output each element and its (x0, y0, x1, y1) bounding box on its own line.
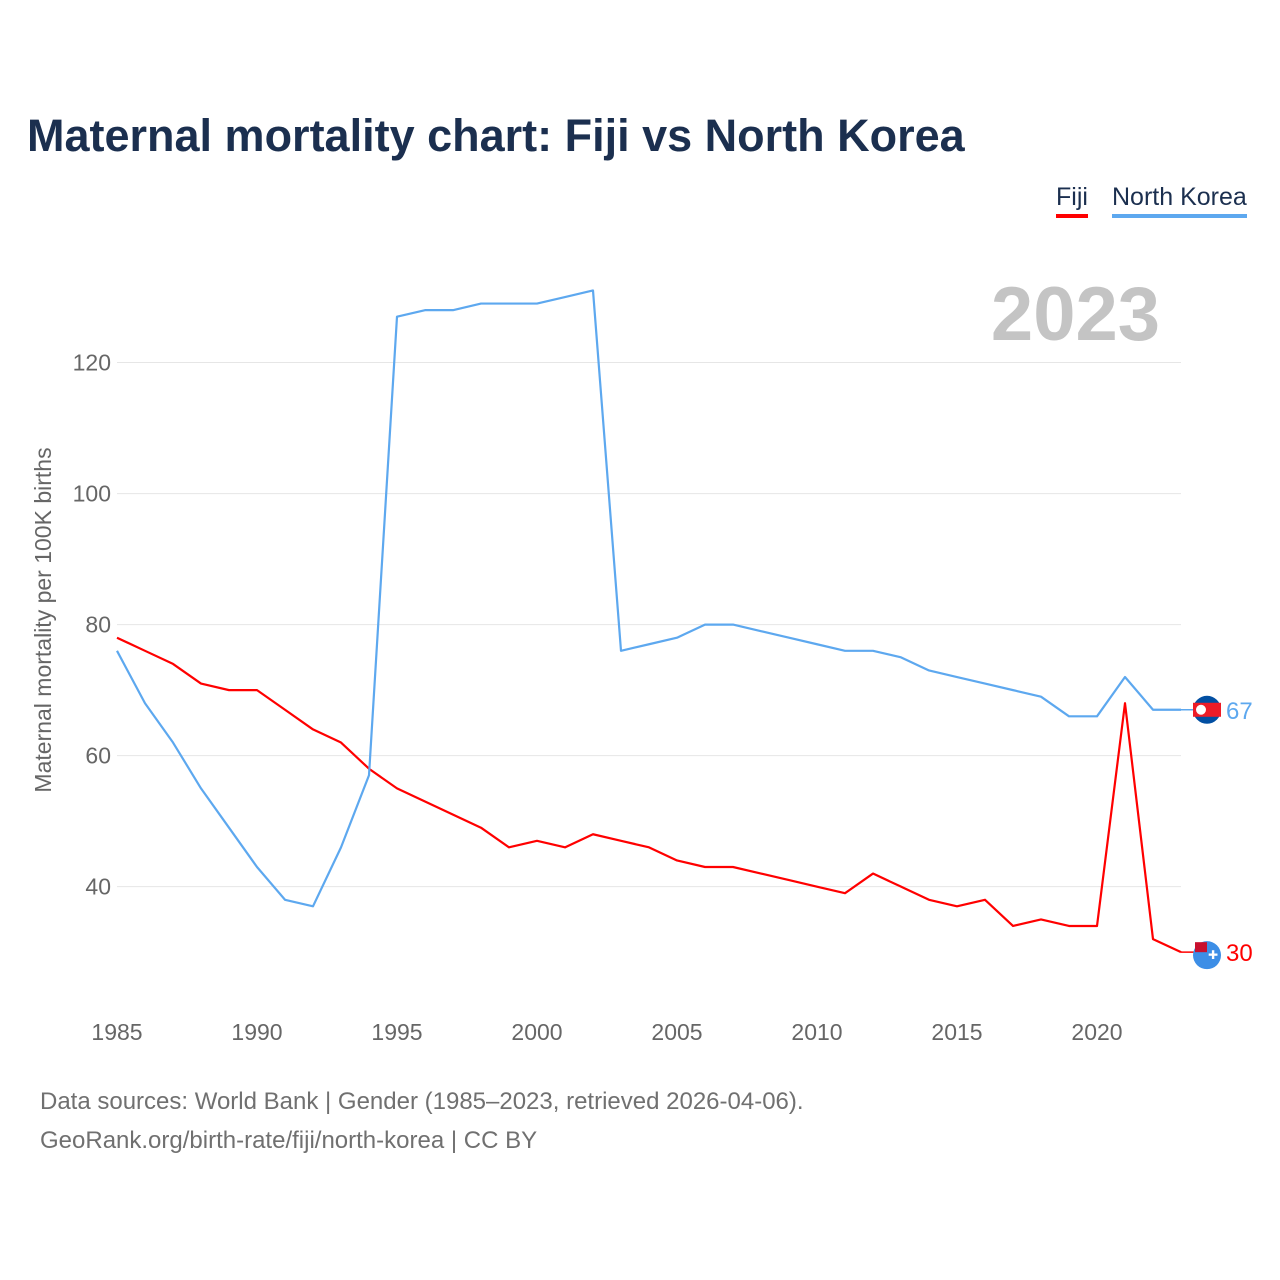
flag-star-disc (1196, 704, 1206, 715)
flag-canton (1195, 942, 1207, 953)
y-tick-label: 100 (73, 481, 111, 507)
x-tick-label: 1990 (231, 1019, 282, 1045)
source-link[interactable]: GeoRank.org/birth-rate/fiji/north-korea … (40, 1127, 538, 1154)
y-tick-label: 80 (85, 612, 111, 638)
series-line-fiji (116, 636, 1182, 954)
x-tick-label: 1995 (371, 1019, 422, 1045)
source-note: Data sources: World Bank | Gender (1985–… (40, 1088, 804, 1115)
x-tick-label: 2005 (651, 1019, 702, 1045)
x-tick-label: 2020 (1071, 1019, 1122, 1045)
y-tick-label: 120 (73, 350, 111, 376)
x-tick-label: 2015 (931, 1019, 982, 1045)
legend-fiji[interactable]: Fiji (1056, 183, 1088, 218)
year-label: 2023 (991, 272, 1160, 357)
y-tick-label: 60 (85, 743, 111, 769)
x-tick-label: 2010 (791, 1019, 842, 1045)
flag-shield: ✚ (1208, 948, 1218, 962)
end-value-label-fiji: 30 (1226, 940, 1253, 967)
y-tick-label: 40 (85, 874, 111, 900)
chart-title: Maternal mortality chart: Fiji vs North … (27, 110, 965, 161)
legend-north-korea[interactable]: North Korea (1112, 183, 1247, 218)
series-line-north-korea (116, 289, 1181, 908)
x-tick-label: 2000 (511, 1019, 562, 1045)
x-tick-label: 1985 (91, 1019, 142, 1045)
y-axis-label: Maternal mortality per 100K births (30, 447, 56, 792)
end-value-label-north-korea: 67 (1226, 698, 1253, 725)
